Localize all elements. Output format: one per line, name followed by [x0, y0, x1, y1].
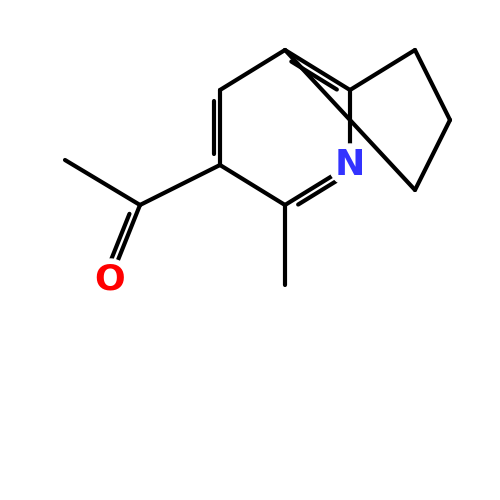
Text: N: N — [335, 148, 365, 182]
Circle shape — [329, 144, 371, 186]
Text: O: O — [94, 263, 126, 297]
Circle shape — [89, 259, 131, 301]
